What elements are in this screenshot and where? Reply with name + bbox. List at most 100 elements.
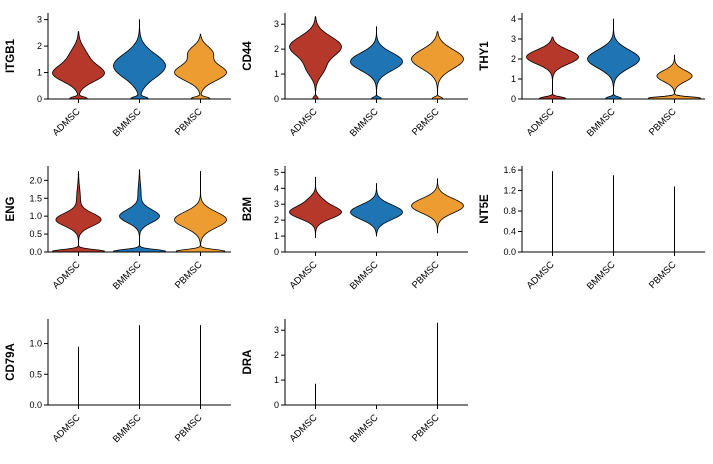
panel-nt5e: 0.0 0.4 0.8 1.2 1.6 ADMSC BMMSC PBMSC NT5E: [474, 153, 711, 306]
x-tick-label-admsc: ADMSC: [51, 259, 83, 291]
gene-label-cd79a: CD79A: [5, 343, 17, 381]
y-tick-label: 2.0: [29, 175, 42, 185]
gene-label-itgb1: ITGB1: [5, 38, 17, 72]
gene-label-dra: DRA: [242, 350, 254, 375]
violin-itgb1-bmmsc: [113, 19, 166, 100]
violin-b2m-admsc: [289, 176, 342, 239]
y-tick-label: 1: [274, 231, 279, 241]
violin-itgb1-admsc: [52, 31, 105, 100]
y-tick-label: 1: [274, 69, 279, 79]
y-tick-label: 3: [274, 19, 279, 29]
panel-svg-itgb1: 0 1 2 3 ADMSC BMMSC PBMSC ITGB1: [5, 13, 231, 139]
violin-eng-admsc: [52, 171, 105, 253]
y-tick-label: 0: [511, 94, 516, 104]
panel-cd44: 0 1 2 3 ADMSC BMMSC PBMSC CD44: [237, 0, 474, 153]
panel-svg-b2m: 0 1 2 3 4 5 ADMSC BMMSC PBMSC B2M: [242, 166, 468, 292]
y-tick-label: 2: [511, 54, 516, 64]
x-tick-label-bmmsc: BMMSC: [111, 106, 144, 139]
y-tick-label: 1.6: [503, 165, 516, 175]
y-tick-label: 3: [274, 199, 279, 209]
x-tick-label-pbmsc: PBMSC: [410, 106, 442, 138]
y-tick-label: 1.5: [29, 193, 42, 203]
gene-label-eng: ENG: [5, 196, 17, 221]
violin-b2m-bmmsc: [350, 183, 403, 237]
x-tick-label-admsc: ADMSC: [525, 259, 557, 291]
panel-b2m: 0 1 2 3 4 5 ADMSC BMMSC PBMSC B2M: [237, 153, 474, 306]
y-tick-label: 0.4: [503, 227, 516, 237]
violin-cd44-bmmsc: [350, 26, 403, 100]
panel-thy1: 0 1 2 3 4 ADMSC BMMSC PBMSC THY1: [474, 0, 711, 153]
violin-thy1-pbmsc: [648, 54, 701, 100]
x-tick-label-pbmsc: PBMSC: [647, 259, 679, 291]
y-tick-label: 1: [37, 68, 42, 78]
panel-svg-thy1: 0 1 2 3 4 ADMSC BMMSC PBMSC THY1: [479, 13, 705, 139]
x-tick-label-bmmsc: BMMSC: [585, 106, 618, 139]
y-tick-label: 0.0: [29, 400, 42, 410]
x-tick-label-pbmsc: PBMSC: [173, 259, 205, 291]
y-tick-label: 1.0: [29, 339, 42, 349]
x-tick-label-bmmsc: BMMSC: [111, 259, 144, 292]
x-tick-label-admsc: ADMSC: [288, 259, 320, 291]
panel-itgb1: 0 1 2 3 ADMSC BMMSC PBMSC ITGB1: [0, 0, 237, 153]
panel-svg-cd79a: 0.0 0.5 1.0 ADMSC BMMSC PBMSC CD79A: [5, 319, 231, 445]
x-tick-label-bmmsc: BMMSC: [348, 412, 381, 445]
panel-svg-nt5e: 0.0 0.4 0.8 1.2 1.6 ADMSC BMMSC PBMSC NT5E: [479, 165, 705, 292]
y-tick-label: 2: [274, 350, 279, 360]
y-tick-label: 0.5: [29, 229, 42, 239]
y-tick-label: 3: [274, 325, 279, 335]
x-tick-label-bmmsc: BMMSC: [585, 259, 618, 292]
x-tick-label-bmmsc: BMMSC: [348, 259, 381, 292]
violin-eng-bmmsc: [113, 169, 166, 253]
gene-label-b2m: B2M: [242, 197, 254, 221]
y-tick-label: 1.2: [503, 186, 516, 196]
y-tick-label: 3: [511, 34, 516, 44]
x-tick-label-bmmsc: BMMSC: [348, 106, 381, 139]
violin-thy1-admsc: [526, 36, 579, 100]
gene-label-cd44: CD44: [242, 41, 254, 71]
y-tick-label: 0: [274, 247, 279, 257]
y-tick-label: 0: [274, 94, 279, 104]
panel-eng: 0.0 0.5 1.0 1.5 2.0 ADMSC BMMSC PBMSC ENG: [0, 153, 237, 306]
violin-cd44-admsc: [289, 16, 342, 100]
y-tick-label: 3: [37, 15, 42, 25]
panel-dra: 0 1 2 3 ADMSC BMMSC PBMSC DRA: [237, 306, 474, 459]
y-tick-label: 4: [511, 14, 516, 24]
y-tick-label: 0: [37, 94, 42, 104]
y-tick-label: 0: [274, 400, 279, 410]
x-tick-label-pbmsc: PBMSC: [647, 106, 679, 138]
y-tick-label: 4: [274, 183, 279, 193]
y-tick-label: 2: [274, 215, 279, 225]
x-tick-label-pbmsc: PBMSC: [173, 106, 205, 138]
x-tick-label-bmmsc: BMMSC: [111, 412, 144, 445]
y-tick-label: 0.8: [503, 206, 516, 216]
x-tick-label-admsc: ADMSC: [51, 106, 83, 138]
violin-cd44-pbmsc: [411, 31, 464, 100]
x-tick-label-pbmsc: PBMSC: [173, 412, 205, 444]
y-tick-label: 2: [274, 44, 279, 54]
y-tick-label: 5: [274, 167, 279, 177]
y-tick-label: 1: [511, 74, 516, 84]
violin-b2m-pbmsc: [411, 178, 464, 234]
panel-svg-cd44: 0 1 2 3 ADMSC BMMSC PBMSC CD44: [242, 13, 468, 139]
y-tick-label: 2: [37, 41, 42, 51]
y-tick-label: 1.0: [29, 211, 42, 221]
panel-cd79a: 0.0 0.5 1.0 ADMSC BMMSC PBMSC CD79A: [0, 306, 237, 459]
gene-label-nt5e: NT5E: [479, 194, 491, 224]
x-tick-label-pbmsc: PBMSC: [410, 259, 442, 291]
x-tick-label-pbmsc: PBMSC: [410, 412, 442, 444]
x-tick-label-admsc: ADMSC: [288, 412, 320, 444]
y-tick-label: 1: [274, 375, 279, 385]
x-tick-label-admsc: ADMSC: [288, 106, 320, 138]
y-tick-label: 0.0: [29, 247, 42, 257]
x-tick-label-admsc: ADMSC: [525, 106, 557, 138]
x-tick-label-admsc: ADMSC: [51, 412, 83, 444]
y-tick-label: 0.5: [29, 369, 42, 379]
violin-itgb1-pbmsc: [174, 33, 227, 100]
violin-eng-pbmsc: [174, 171, 227, 253]
violin-thy1-bmmsc: [587, 18, 640, 100]
panel-svg-dra: 0 1 2 3 ADMSC BMMSC PBMSC DRA: [242, 319, 468, 445]
gene-label-thy1: THY1: [479, 41, 491, 71]
y-tick-label: 0.0: [503, 247, 516, 257]
